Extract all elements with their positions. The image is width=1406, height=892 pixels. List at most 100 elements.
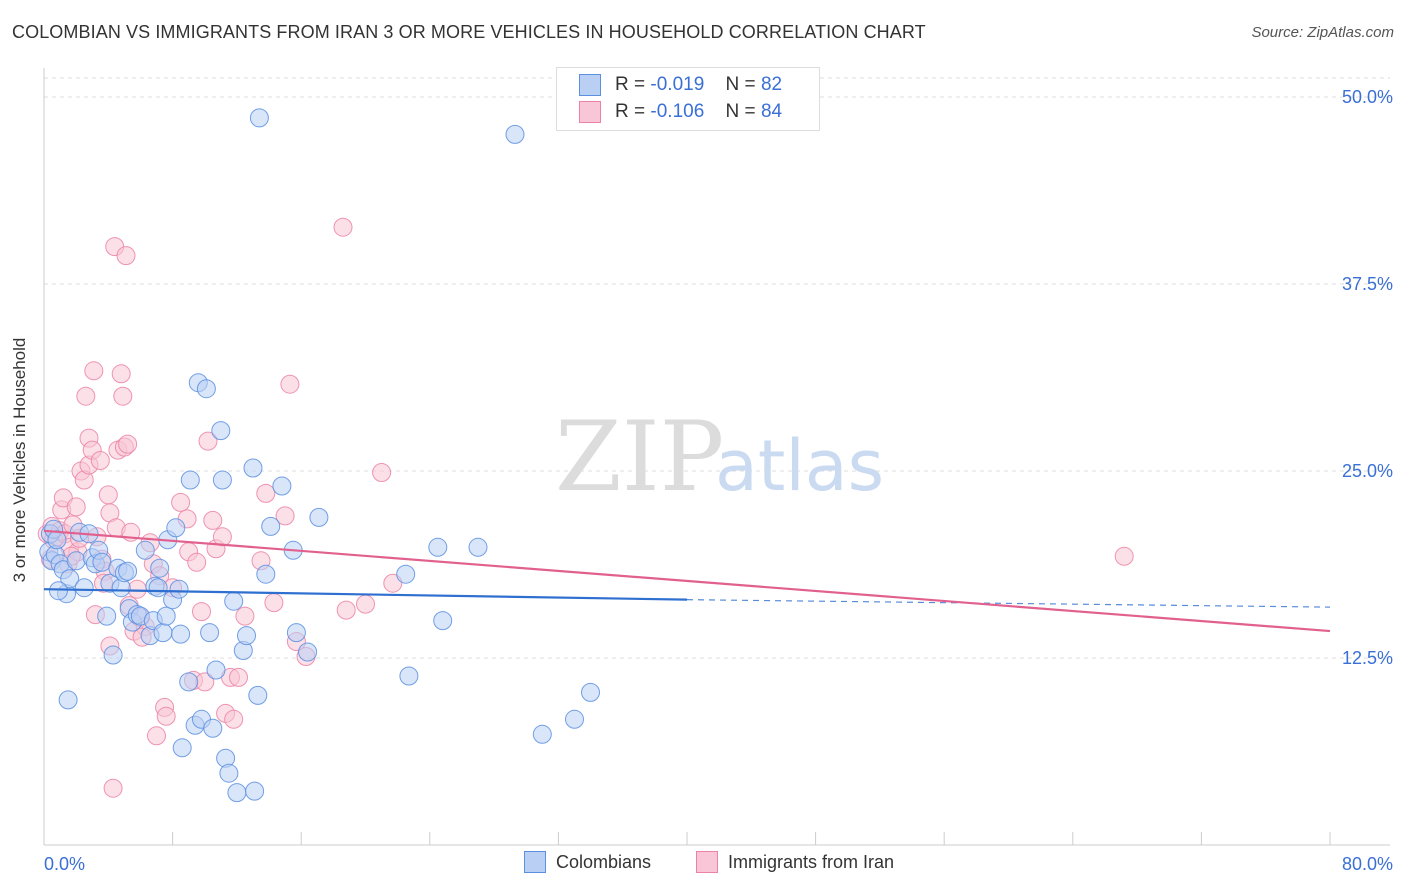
- pink-point: [333, 217, 353, 237]
- colombian-points: [39, 108, 600, 803]
- blue-swatch: [579, 74, 601, 96]
- legend-row-colombians: R = -0.019 N = 82: [579, 74, 782, 100]
- blue-trend-extension: [686, 599, 1331, 608]
- blue-point: [97, 606, 117, 626]
- blue-point: [261, 516, 281, 536]
- pink-point: [264, 593, 284, 613]
- series-legend-iran: Immigrants from Iran: [696, 850, 894, 873]
- pink-point: [53, 488, 73, 508]
- blue-point: [298, 642, 318, 662]
- blue-point: [171, 624, 191, 644]
- blue-point: [103, 645, 123, 665]
- chart-title: COLOMBIAN VS IMMIGRANTS FROM IRAN 3 OR M…: [12, 22, 926, 42]
- blue-point: [148, 578, 168, 598]
- pink-point: [203, 510, 223, 530]
- blue-point: [505, 124, 525, 144]
- series-name-colombians: Colombians: [556, 852, 652, 872]
- pink-point: [84, 361, 104, 381]
- series-legend-colombians: Colombians: [524, 850, 652, 873]
- x-tick-label-min: 0.0%: [44, 854, 85, 874]
- y-tick-label: 37.5%: [1342, 274, 1393, 294]
- blue-point: [92, 552, 112, 572]
- blue-point: [153, 623, 173, 643]
- blue-point: [58, 690, 78, 710]
- blue-point: [172, 738, 192, 758]
- pink-point: [198, 431, 218, 451]
- blue-point: [212, 470, 232, 490]
- legend-r-label: R =: [615, 74, 646, 96]
- pink-point: [224, 709, 244, 729]
- blue-point: [74, 578, 94, 598]
- pink-point: [280, 374, 300, 394]
- blue-point: [237, 626, 256, 646]
- blue-point: [47, 530, 67, 550]
- blue-point: [248, 685, 268, 705]
- watermark-atlas: atlas: [715, 425, 884, 507]
- blue-point: [166, 518, 186, 538]
- pink-point: [147, 726, 166, 746]
- gridlines: [44, 77, 1390, 659]
- pink-point: [116, 246, 136, 266]
- blue-trend-line: [43, 588, 688, 601]
- blue-point: [150, 558, 170, 578]
- legend-blue-n: 82: [760, 74, 783, 96]
- blue-point: [118, 561, 138, 581]
- pink-point: [1114, 546, 1134, 566]
- pink-trend-line: [43, 529, 1331, 633]
- blue-point: [428, 537, 448, 557]
- blue-point: [180, 470, 200, 490]
- y-tick-label: 12.5%: [1342, 648, 1393, 668]
- pink-point: [229, 667, 248, 687]
- pink-point: [275, 506, 295, 526]
- blue-point: [243, 458, 263, 478]
- blue-point: [156, 606, 176, 626]
- legend-pink-n: 84: [760, 101, 783, 123]
- blue-point: [272, 476, 292, 496]
- blue-swatch: [524, 850, 546, 873]
- watermark-zip: ZIP: [555, 401, 724, 513]
- blue-point: [60, 569, 80, 589]
- legend-n-label: N =: [725, 74, 756, 96]
- pink-point: [192, 602, 211, 622]
- pink-point: [90, 451, 110, 470]
- pink-swatch: [579, 101, 601, 123]
- blue-point: [468, 537, 488, 557]
- blue-point: [399, 666, 419, 686]
- source-credit: Source: ZipAtlas.com: [1251, 24, 1394, 41]
- blue-point: [169, 579, 189, 599]
- blue-point: [396, 564, 416, 584]
- legend-pink-r: -0.106: [650, 101, 705, 123]
- blue-point: [219, 763, 239, 783]
- legend-row-iran: R = -0.106 N = 84: [579, 101, 782, 127]
- y-tick-label: 50.0%: [1342, 87, 1393, 107]
- blue-point: [49, 581, 68, 601]
- correlation-legend: R = -0.019 N = 82 R = -0.106 N = 84: [556, 67, 820, 131]
- blue-point: [224, 591, 244, 611]
- blue-point: [245, 781, 265, 801]
- blue-point: [206, 660, 226, 680]
- blue-point: [211, 421, 231, 441]
- blue-point: [256, 564, 276, 584]
- blue-point: [309, 507, 329, 527]
- pink-point: [127, 579, 147, 599]
- blue-point: [135, 540, 155, 560]
- blue-point: [179, 672, 199, 692]
- pink-swatch: [696, 850, 718, 873]
- blue-point: [565, 709, 584, 729]
- blue-point: [200, 623, 220, 643]
- pink-point: [98, 485, 118, 505]
- y-tick-label: 25.0%: [1342, 461, 1393, 481]
- blue-point: [532, 724, 552, 744]
- pink-point: [76, 386, 96, 406]
- blue-point: [66, 551, 86, 571]
- blue-point: [203, 718, 223, 738]
- blue-point: [249, 108, 269, 128]
- legend-r-label: R =: [615, 101, 646, 123]
- blue-point: [433, 611, 453, 631]
- blue-point: [196, 379, 216, 399]
- pink-point: [103, 778, 123, 798]
- pink-point: [383, 573, 403, 593]
- pink-point: [171, 492, 191, 512]
- trend-lines: [43, 529, 1331, 633]
